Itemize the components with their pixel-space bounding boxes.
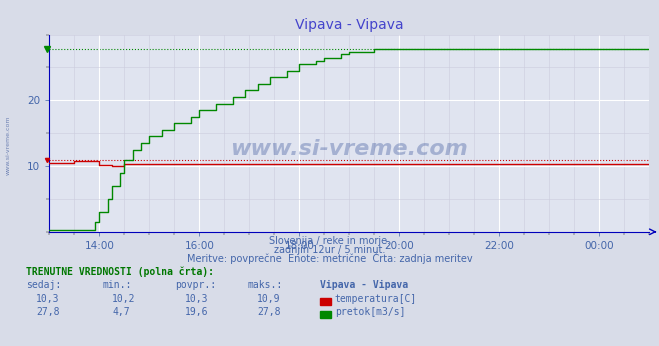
Text: sedaj:: sedaj: xyxy=(26,280,61,290)
Text: TRENUTNE VREDNOSTI (polna črta):: TRENUTNE VREDNOSTI (polna črta): xyxy=(26,266,214,277)
Text: 10,9: 10,9 xyxy=(257,294,281,304)
Text: zadnjih 12ur / 5 minut.: zadnjih 12ur / 5 minut. xyxy=(273,245,386,255)
Text: temperatura[C]: temperatura[C] xyxy=(335,294,417,304)
Text: www.si-vreme.com: www.si-vreme.com xyxy=(5,116,11,175)
Title: Vipava - Vipava: Vipava - Vipava xyxy=(295,18,403,32)
Text: 10,2: 10,2 xyxy=(112,294,136,304)
Text: Slovenija / reke in morje.: Slovenija / reke in morje. xyxy=(269,236,390,246)
Text: maks.:: maks.: xyxy=(247,280,282,290)
Text: 27,8: 27,8 xyxy=(257,307,281,317)
Text: pretok[m3/s]: pretok[m3/s] xyxy=(335,307,405,317)
Text: 4,7: 4,7 xyxy=(112,307,130,317)
Text: 10,3: 10,3 xyxy=(185,294,208,304)
Text: www.si-vreme.com: www.si-vreme.com xyxy=(231,139,468,159)
Text: 27,8: 27,8 xyxy=(36,307,60,317)
Text: min.:: min.: xyxy=(102,280,132,290)
Text: 19,6: 19,6 xyxy=(185,307,208,317)
Text: Vipava - Vipava: Vipava - Vipava xyxy=(320,280,408,290)
Text: Meritve: povprečne  Enote: metrične  Črta: zadnja meritev: Meritve: povprečne Enote: metrične Črta:… xyxy=(186,252,473,264)
Text: 10,3: 10,3 xyxy=(36,294,60,304)
Text: povpr.:: povpr.: xyxy=(175,280,215,290)
